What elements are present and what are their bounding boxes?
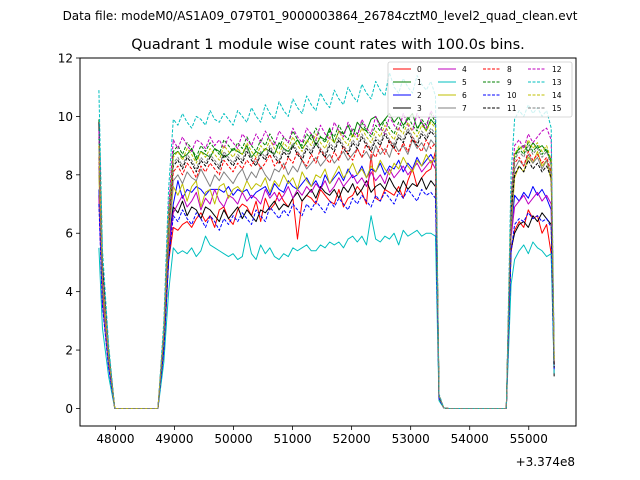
series-line-9 xyxy=(98,112,555,409)
x-tick-label: 51000 xyxy=(273,432,311,446)
x-axis: 48000 49000 50000 51000 52000 53000 54000 55000 xyxy=(96,426,548,446)
legend-label: 13 xyxy=(552,78,562,87)
x-tick-label: 50000 xyxy=(214,432,252,446)
chart-title: Quadrant 1 module wise count rates with … xyxy=(131,37,525,53)
legend-label: 0 xyxy=(417,65,422,74)
legend-label: 3 xyxy=(417,104,422,113)
series-layer xyxy=(98,72,555,409)
legend-label: 10 xyxy=(507,91,517,100)
y-tick-label: 8 xyxy=(65,168,73,182)
legend-label: 11 xyxy=(507,104,517,113)
figure-suptitle: Data file: modeM0/AS1A09_079T01_90000038… xyxy=(63,9,578,23)
legend-label: 5 xyxy=(462,78,467,87)
x-tick-label: 55000 xyxy=(510,432,548,446)
x-tick-label: 54000 xyxy=(451,432,489,446)
y-axis: 0 2 4 6 8 10 12 xyxy=(58,52,80,416)
x-tick-label: 53000 xyxy=(392,432,430,446)
legend-label: 12 xyxy=(552,65,562,74)
legend-label: 9 xyxy=(507,78,512,87)
legend-label: 15 xyxy=(552,104,562,113)
x-tick-label: 49000 xyxy=(155,432,193,446)
x-tick-label: 52000 xyxy=(333,432,371,446)
x-tick-label: 48000 xyxy=(96,432,134,446)
series-line-13 xyxy=(98,72,555,409)
legend-label: 6 xyxy=(462,91,467,100)
legend-label: 4 xyxy=(462,65,467,74)
series-line-15 xyxy=(98,127,555,409)
legend-frame xyxy=(387,61,573,118)
legend-label: 1 xyxy=(417,78,422,87)
plot-frame xyxy=(79,57,577,427)
y-tick-label: 2 xyxy=(65,344,73,358)
y-tick-label: 0 xyxy=(65,402,73,416)
legend-label: 14 xyxy=(552,91,562,100)
y-tick-label: 6 xyxy=(65,227,73,241)
series-line-7 xyxy=(98,139,555,409)
y-tick-label: 4 xyxy=(65,285,73,299)
y-tick-label: 12 xyxy=(58,52,73,66)
y-tick-label: 10 xyxy=(58,110,73,124)
x-offset-label: +3.374e8 xyxy=(516,455,575,469)
legend-label: 8 xyxy=(507,65,512,74)
legend-label: 2 xyxy=(417,91,422,100)
legend-label: 7 xyxy=(462,104,467,113)
